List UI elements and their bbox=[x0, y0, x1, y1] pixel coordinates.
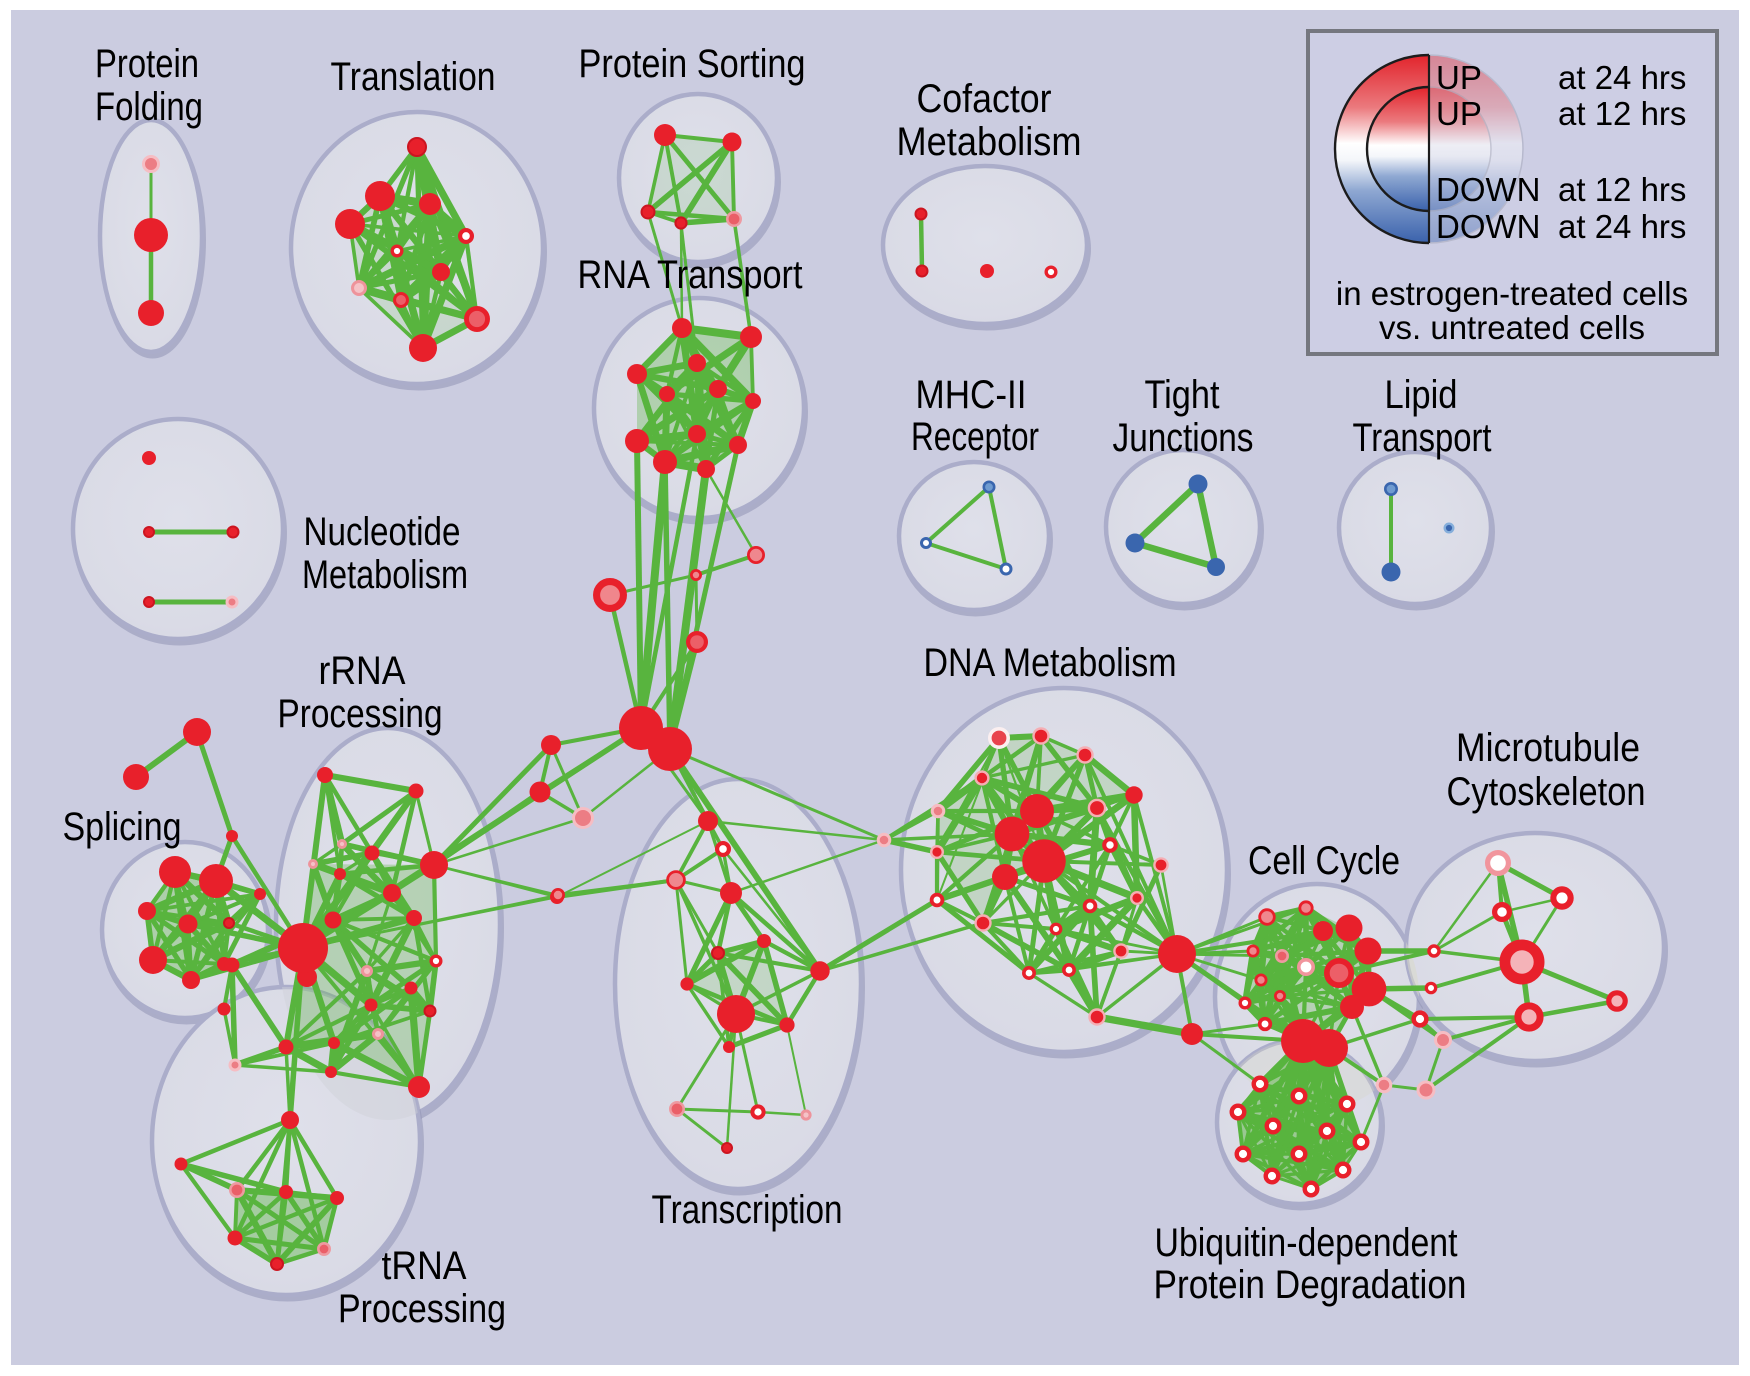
svg-text:Junctions: Junctions bbox=[1113, 416, 1254, 460]
svg-text:Microtubule: Microtubule bbox=[1456, 726, 1640, 770]
svg-text:Nucleotide: Nucleotide bbox=[304, 510, 461, 554]
svg-text:Protein: Protein bbox=[95, 42, 199, 86]
svg-text:UP: UP bbox=[1436, 95, 1482, 132]
svg-text:Translation: Translation bbox=[331, 55, 496, 99]
svg-text:Metabolism: Metabolism bbox=[897, 120, 1082, 164]
svg-text:at 12 hrs: at 12 hrs bbox=[1558, 171, 1686, 208]
svg-text:Splicing: Splicing bbox=[63, 805, 182, 849]
svg-text:DNA Metabolism: DNA Metabolism bbox=[924, 641, 1177, 685]
svg-text:Transcription: Transcription bbox=[652, 1188, 843, 1232]
svg-text:Metabolism: Metabolism bbox=[302, 553, 468, 597]
svg-text:tRNA: tRNA bbox=[382, 1244, 467, 1288]
svg-text:Cell Cycle: Cell Cycle bbox=[1248, 839, 1400, 883]
svg-text:Processing: Processing bbox=[278, 692, 443, 736]
svg-text:at 12 hrs: at 12 hrs bbox=[1558, 95, 1686, 132]
svg-text:MHC-II: MHC-II bbox=[916, 373, 1027, 417]
svg-text:at 24 hrs: at 24 hrs bbox=[1558, 208, 1686, 245]
svg-text:Ubiquitin-dependent: Ubiquitin-dependent bbox=[1155, 1221, 1458, 1265]
svg-text:rRNA: rRNA bbox=[319, 649, 406, 693]
svg-text:Cofactor: Cofactor bbox=[917, 77, 1052, 121]
svg-text:Receptor: Receptor bbox=[911, 415, 1039, 459]
svg-text:Folding: Folding bbox=[95, 85, 203, 129]
svg-text:RNA Transport: RNA Transport bbox=[578, 253, 803, 297]
svg-text:Processing: Processing bbox=[338, 1287, 506, 1331]
svg-text:Tight: Tight bbox=[1145, 373, 1220, 417]
svg-text:Protein Degradation: Protein Degradation bbox=[1154, 1263, 1467, 1307]
svg-text:in estrogen-treated cells: in estrogen-treated cells bbox=[1336, 275, 1688, 312]
svg-text:DOWN: DOWN bbox=[1436, 171, 1540, 208]
svg-text:at 24 hrs: at 24 hrs bbox=[1558, 59, 1686, 96]
svg-text:Transport: Transport bbox=[1353, 416, 1492, 460]
svg-text:DOWN: DOWN bbox=[1436, 208, 1540, 245]
svg-text:Cytoskeleton: Cytoskeleton bbox=[1447, 770, 1646, 814]
svg-text:Protein Sorting: Protein Sorting bbox=[579, 42, 806, 86]
svg-text:UP: UP bbox=[1436, 59, 1482, 96]
svg-text:vs. untreated cells: vs. untreated cells bbox=[1379, 309, 1645, 346]
svg-text:Lipid: Lipid bbox=[1385, 373, 1458, 417]
